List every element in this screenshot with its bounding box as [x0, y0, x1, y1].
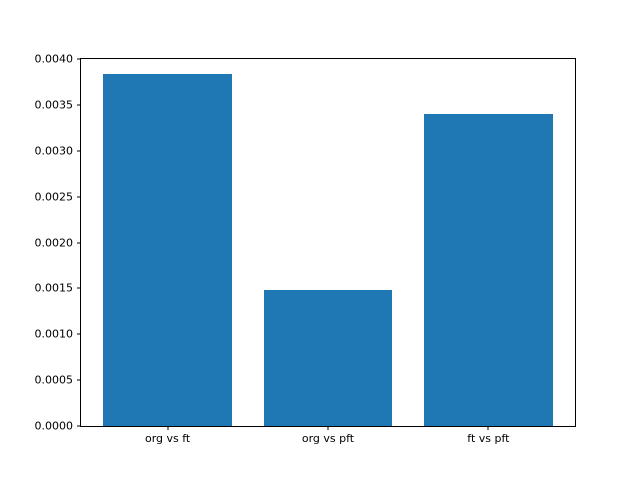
x-tick-mark [327, 426, 329, 430]
plot-area: 0.0000 0.0005 0.0010 0.0015 0.0020 0.0025 0.00… [35, 54, 576, 444]
x-tick-mark [487, 426, 489, 430]
y-tick-label: 0.0005 [34, 373, 74, 387]
y-tick-mark [77, 425, 81, 427]
y-tick-label: 0.0040 [34, 52, 74, 66]
y-tick-label: 0.0010 [34, 327, 74, 341]
y-tick-mark [77, 242, 81, 243]
y-tick-mark [77, 287, 81, 289]
x-tick-label: ft vs pft [467, 432, 510, 445]
bar-ft-vs-pft [424, 114, 553, 426]
y-tick-label: 0.0020 [34, 236, 74, 249]
y-tick-label: 0.0030 [34, 144, 74, 158]
y-tick-mark [77, 58, 81, 60]
x-tick-mark [167, 426, 169, 430]
y-tick-label: 0.0015 [34, 281, 74, 295]
y-tick-mark [77, 333, 81, 335]
x-tick-label: org vs pft [301, 432, 355, 445]
y-tick-mark [77, 150, 81, 152]
y-tick-label: 0.0035 [34, 98, 74, 112]
bar-org-vs-ft [103, 73, 232, 426]
y-tick-label: 0.0025 [34, 190, 74, 204]
x-tick-label: org vs ft [144, 432, 191, 445]
y-tick-label: 0.0000 [34, 419, 74, 433]
bar-org-vs-pft [263, 290, 393, 426]
y-tick-mark [77, 196, 81, 198]
y-tick-mark [77, 104, 81, 106]
y-tick-mark [77, 379, 81, 381]
